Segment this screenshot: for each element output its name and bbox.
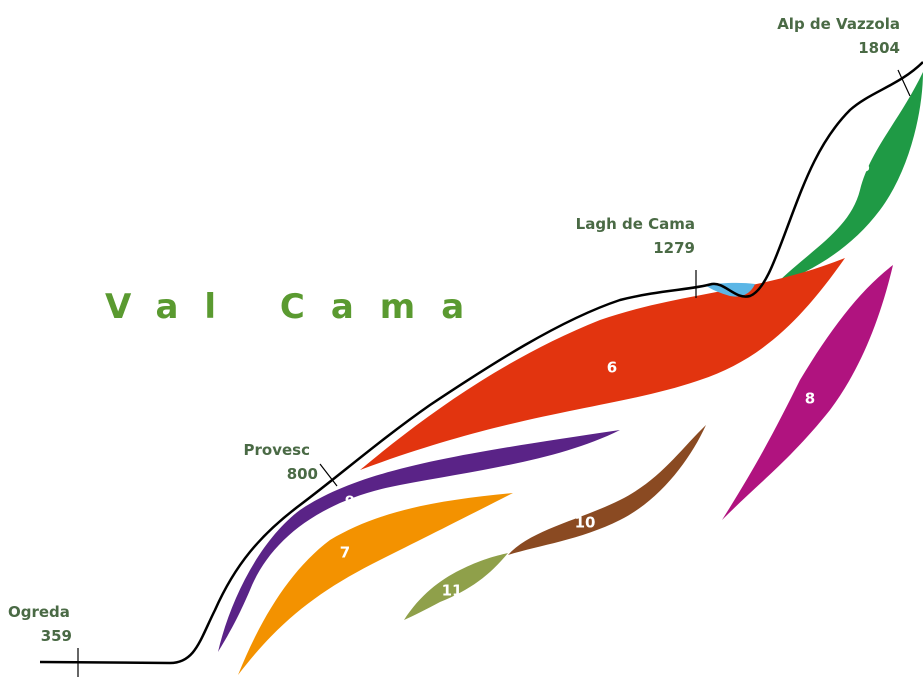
location-name: Provesc: [244, 441, 310, 459]
zone-label: 11: [442, 582, 463, 600]
zone-shape: [775, 72, 923, 285]
title: Val Cama: [105, 287, 490, 327]
location-name: Ogreda: [8, 603, 70, 621]
diagram: Val Cama Ogreda 359 Provesc 800 Lagh de …: [0, 0, 923, 678]
location-elevation: 359: [41, 627, 72, 645]
zone-label: 10: [575, 514, 596, 532]
zone-label: 9: [345, 493, 355, 511]
zone-label: 6: [607, 359, 617, 377]
location-elevation: 800: [287, 465, 318, 483]
zone-label: 8: [805, 390, 815, 408]
zone-label: 7: [340, 544, 350, 562]
location-name: Lagh de Cama: [576, 215, 695, 233]
location-name: Alp de Vazzola: [777, 15, 900, 33]
location-elevation: 1804: [858, 39, 900, 57]
location-elevation: 1279: [653, 239, 695, 257]
zone-label: 5: [860, 158, 870, 176]
